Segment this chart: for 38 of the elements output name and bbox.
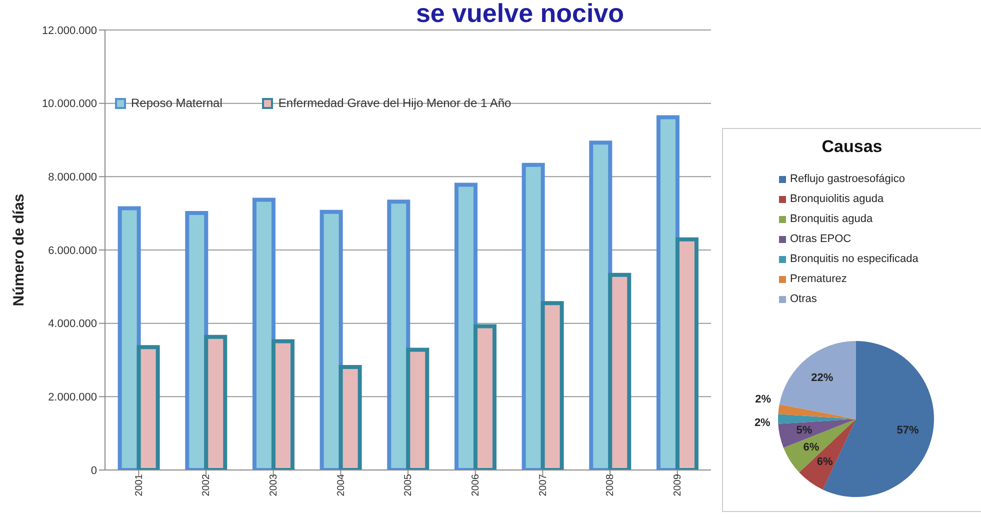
y-tick-label: 0	[90, 464, 97, 477]
pie-slice	[778, 404, 856, 419]
y-tick-label: 12.000.000	[42, 24, 97, 37]
legend-label: Prematurez	[790, 272, 847, 287]
pie-slice	[779, 341, 856, 419]
pie-slice	[783, 419, 856, 472]
x-tick-label: 2003	[268, 474, 280, 496]
y-tick-label: 2.000.000	[48, 392, 97, 404]
data-label: 2%	[755, 393, 772, 406]
legend-label: Reposo Maternal	[131, 96, 222, 110]
x-tick-label: 2001	[134, 474, 145, 496]
data-label: 6%	[803, 441, 820, 454]
x-tick-label: 2009	[672, 474, 684, 496]
y-tick-label: 4.000.000	[48, 318, 97, 330]
x-tick-label: 2005	[403, 474, 414, 496]
x-tick-label: 2008	[605, 474, 616, 496]
data-label: 2%	[754, 417, 771, 429]
x-tick-label: 2007	[538, 474, 549, 496]
data-label: 5%	[796, 424, 812, 437]
data-label: 57%	[896, 424, 919, 437]
legend-label: Otras EPOC	[790, 232, 852, 247]
chart-title: se vuelve nocivo	[414, 0, 626, 29]
legend-label: Otras	[790, 292, 817, 307]
y-tick-label: 6.000.000	[48, 244, 97, 257]
legend-label: Bronquitis no especificada	[790, 252, 918, 267]
x-tick-label: 2004	[336, 474, 347, 496]
chart-title: Causas	[820, 137, 884, 157]
x-tick-label: 2002	[201, 474, 212, 496]
x-tick-label: 2006	[470, 474, 482, 496]
y-tick-label: 10.000.000	[42, 98, 97, 110]
y-axis-title: Número de días	[10, 194, 28, 306]
data-label: 22%	[811, 372, 834, 384]
legend-label: Bronquitis aguda	[790, 212, 873, 227]
legend-label: Reflujo gastroesofágico	[790, 172, 905, 187]
y-tick-label: 8.000.000	[48, 172, 97, 184]
legend-label: Enfermedad Grave del Hijo Menor de 1 Año	[278, 96, 512, 110]
legend-label: Bronquiolitis aguda	[790, 192, 884, 207]
data-label: 6%	[816, 456, 833, 468]
